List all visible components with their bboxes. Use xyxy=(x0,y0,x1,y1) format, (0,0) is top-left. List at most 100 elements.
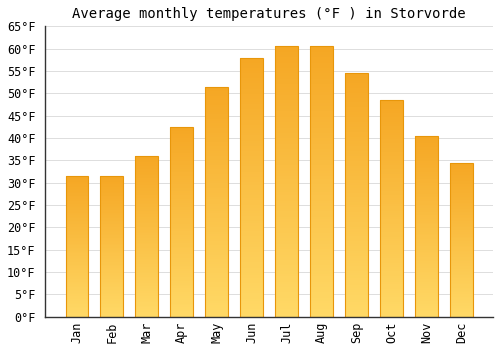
Bar xyxy=(100,238,123,239)
Bar xyxy=(240,216,263,218)
Bar xyxy=(170,220,193,222)
Bar xyxy=(206,121,228,124)
Bar xyxy=(170,174,193,176)
Bar xyxy=(206,137,228,140)
Bar xyxy=(136,312,158,314)
Bar xyxy=(415,190,438,192)
Bar xyxy=(450,163,472,317)
Bar xyxy=(136,196,158,198)
Bar xyxy=(206,124,228,126)
Bar xyxy=(310,287,333,290)
Bar xyxy=(415,302,438,304)
Bar xyxy=(66,315,88,317)
Bar xyxy=(170,309,193,311)
Bar xyxy=(415,268,438,270)
Bar xyxy=(415,230,438,232)
Bar xyxy=(136,260,158,262)
Bar xyxy=(100,270,123,272)
Bar xyxy=(136,262,158,264)
Bar xyxy=(415,172,438,174)
Bar xyxy=(170,176,193,178)
Bar xyxy=(66,242,88,244)
Bar xyxy=(310,211,333,214)
Bar xyxy=(206,151,228,153)
Bar xyxy=(66,297,88,299)
Bar xyxy=(240,273,263,275)
Bar xyxy=(100,279,123,280)
Bar xyxy=(345,105,368,107)
Bar xyxy=(450,271,472,272)
Bar xyxy=(206,223,228,225)
Bar xyxy=(450,272,472,274)
Bar xyxy=(66,294,88,296)
Bar xyxy=(345,154,368,156)
Bar xyxy=(136,211,158,212)
Bar xyxy=(450,249,472,251)
Bar xyxy=(240,164,263,167)
Bar xyxy=(310,141,333,144)
Bar xyxy=(136,270,158,272)
Bar xyxy=(345,251,368,253)
Bar xyxy=(310,136,333,138)
Bar xyxy=(136,214,158,216)
Bar xyxy=(415,208,438,210)
Bar xyxy=(345,258,368,261)
Bar xyxy=(240,193,263,195)
Bar xyxy=(240,296,263,299)
Bar xyxy=(380,159,403,161)
Bar xyxy=(136,187,158,188)
Bar xyxy=(240,244,263,247)
Bar xyxy=(450,304,472,306)
Bar xyxy=(66,214,88,216)
Bar xyxy=(100,310,123,311)
Bar xyxy=(275,260,298,263)
Bar xyxy=(240,110,263,112)
Bar xyxy=(100,242,123,244)
Bar xyxy=(450,197,472,198)
Bar xyxy=(310,241,333,244)
Bar xyxy=(415,177,438,179)
Bar xyxy=(136,232,158,233)
Bar xyxy=(310,260,333,263)
Bar xyxy=(100,299,123,300)
Bar xyxy=(100,210,123,211)
Bar xyxy=(345,275,368,278)
Bar xyxy=(450,224,472,226)
Bar xyxy=(136,225,158,227)
Bar xyxy=(66,292,88,293)
Bar xyxy=(136,267,158,268)
Bar xyxy=(275,174,298,176)
Bar xyxy=(206,158,228,160)
Bar xyxy=(170,315,193,317)
Bar xyxy=(415,136,438,138)
Bar xyxy=(170,203,193,205)
Bar xyxy=(100,208,123,210)
Bar xyxy=(275,136,298,138)
Bar xyxy=(136,275,158,276)
Bar xyxy=(345,195,368,197)
Bar xyxy=(345,227,368,229)
Bar xyxy=(415,201,438,203)
Bar xyxy=(100,200,123,201)
Bar xyxy=(275,290,298,293)
Bar xyxy=(240,286,263,288)
Bar xyxy=(450,247,472,249)
Bar xyxy=(450,303,472,304)
Bar xyxy=(66,311,88,313)
Bar xyxy=(240,84,263,86)
Bar xyxy=(450,294,472,295)
Bar xyxy=(450,230,472,232)
Bar xyxy=(170,170,193,173)
Bar xyxy=(345,193,368,195)
Bar xyxy=(310,76,333,79)
Bar xyxy=(310,306,333,309)
Bar xyxy=(275,211,298,214)
Bar xyxy=(170,178,193,180)
Bar xyxy=(450,209,472,210)
Bar xyxy=(275,119,298,122)
Bar xyxy=(415,228,438,230)
Bar xyxy=(206,176,228,179)
Bar xyxy=(345,234,368,237)
Bar xyxy=(415,167,438,168)
Bar xyxy=(380,245,403,247)
